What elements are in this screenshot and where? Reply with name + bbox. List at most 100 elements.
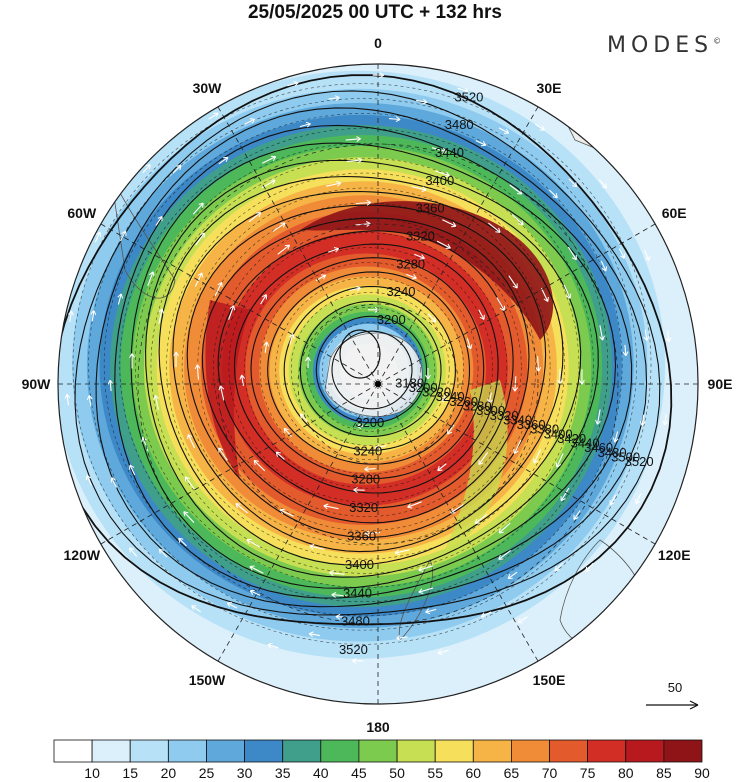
wind-vector — [226, 602, 238, 609]
wind-vector — [355, 199, 372, 206]
parallel-circle — [297, 303, 459, 465]
wind-vector — [599, 325, 605, 341]
brand-logo: MODES© — [607, 33, 721, 58]
wind-vector — [556, 368, 563, 385]
colorbar-swatch — [549, 739, 588, 763]
wind-vector — [352, 657, 364, 664]
contour-label: 3320 — [490, 408, 519, 423]
wind-vector — [263, 341, 270, 353]
colorbar-swatch — [358, 739, 398, 763]
wind-vector — [436, 240, 451, 249]
colorbar-tick-label: 35 — [275, 765, 291, 781]
dashed-contour — [259, 262, 479, 475]
wind-vector — [418, 587, 434, 594]
wind-vector — [153, 394, 160, 411]
wind-vector — [585, 562, 594, 572]
vector-reference: 50 — [646, 680, 699, 710]
wind-vector — [349, 286, 361, 292]
colorbar-tick-label: 50 — [389, 765, 405, 781]
colorbar-tick-label: 80 — [618, 765, 634, 781]
contour-label: 3500 — [611, 450, 640, 465]
longitude-label-120w: 120W — [64, 547, 101, 563]
wind-vector — [598, 179, 607, 189]
wind-vector — [172, 164, 182, 174]
contour-label: 3300 — [476, 403, 505, 418]
contour-label: 3480 — [598, 445, 627, 460]
antarctica — [324, 332, 423, 417]
wind-vector — [129, 353, 135, 369]
contour-label: 3320 — [406, 228, 435, 243]
wind-vector — [287, 80, 299, 87]
jet-core — [300, 201, 554, 340]
wind-vector — [466, 338, 473, 350]
contour-label: 3280 — [351, 472, 380, 487]
contour-label: 3180 — [395, 375, 424, 390]
wind-vector — [249, 565, 264, 574]
wind-vector — [513, 439, 522, 455]
colorbar-swatch — [434, 739, 474, 763]
wind-vector — [249, 589, 261, 596]
dashed-contour — [244, 247, 493, 489]
wind-vector — [437, 463, 447, 472]
colorbar-swatch — [625, 739, 665, 763]
wind-vector — [110, 477, 118, 488]
wind-vector — [498, 127, 510, 134]
longitude-labels: 0 30E 60E 90E 120E 150E 180 150W 120W 90W 60W 30W — [22, 35, 733, 735]
wind-vector — [192, 202, 204, 215]
contour-label: 3440 — [571, 436, 600, 451]
colorbar-tick-label: 10 — [84, 765, 100, 781]
wind-vector — [411, 186, 427, 193]
wind-vector — [173, 351, 180, 368]
wind-vector — [246, 539, 261, 548]
dashed-contour — [150, 157, 580, 574]
brand-mark: © — [713, 36, 722, 46]
wind-vector — [244, 118, 256, 125]
dashed-contour — [88, 98, 637, 631]
wind-vector — [195, 232, 205, 246]
wind-vector — [267, 642, 279, 649]
wind-vector — [416, 98, 428, 105]
wind-vector — [425, 608, 437, 615]
wind-vector — [418, 565, 434, 572]
wind-vector — [353, 487, 365, 493]
colorbar-swatch — [129, 739, 169, 763]
south-america-coast — [109, 169, 176, 299]
longitude-label-30w: 30W — [193, 80, 223, 96]
wind-vector — [323, 503, 339, 510]
dashed-contour — [290, 292, 450, 446]
wind-vector — [396, 635, 408, 641]
map-border — [57, 63, 699, 705]
wind-vector — [129, 464, 136, 476]
wind-vector — [555, 453, 564, 468]
contour-label: 3340 — [503, 412, 532, 427]
wind-vector — [600, 260, 607, 272]
longitude-label-150w: 150W — [189, 672, 226, 688]
wind-vector — [488, 222, 501, 233]
wind-vector — [272, 222, 286, 232]
weak-wind-sector — [440, 380, 508, 560]
wind-vector — [450, 504, 464, 514]
wind-vector — [389, 116, 401, 123]
wind-vector — [447, 424, 455, 435]
wind-vector — [68, 310, 74, 322]
contour-label: 3480 — [445, 117, 474, 132]
contour-label: 3440 — [435, 145, 464, 160]
wind-vector — [158, 308, 165, 324]
wind-vector — [509, 184, 523, 195]
wind-vector — [534, 123, 545, 131]
longitude-label-90e: 90E — [708, 376, 733, 392]
height-contour — [267, 271, 471, 465]
wind-vector — [120, 230, 127, 242]
wind-vector — [665, 330, 672, 343]
wind-vector — [635, 493, 642, 505]
wind-vector — [328, 95, 340, 101]
wind-vector — [644, 250, 651, 262]
wind-vector — [85, 474, 92, 486]
contour-label: 3360 — [517, 417, 546, 432]
low-center-contour — [339, 329, 381, 379]
wind-vector — [239, 374, 246, 386]
map-title: 25/05/2025 00 UTC + 132 hrs — [247, 2, 503, 23]
wind-vector — [407, 501, 422, 509]
longitude-label-30e: 30E — [537, 80, 562, 96]
longitude-label-120e: 120E — [658, 547, 691, 563]
